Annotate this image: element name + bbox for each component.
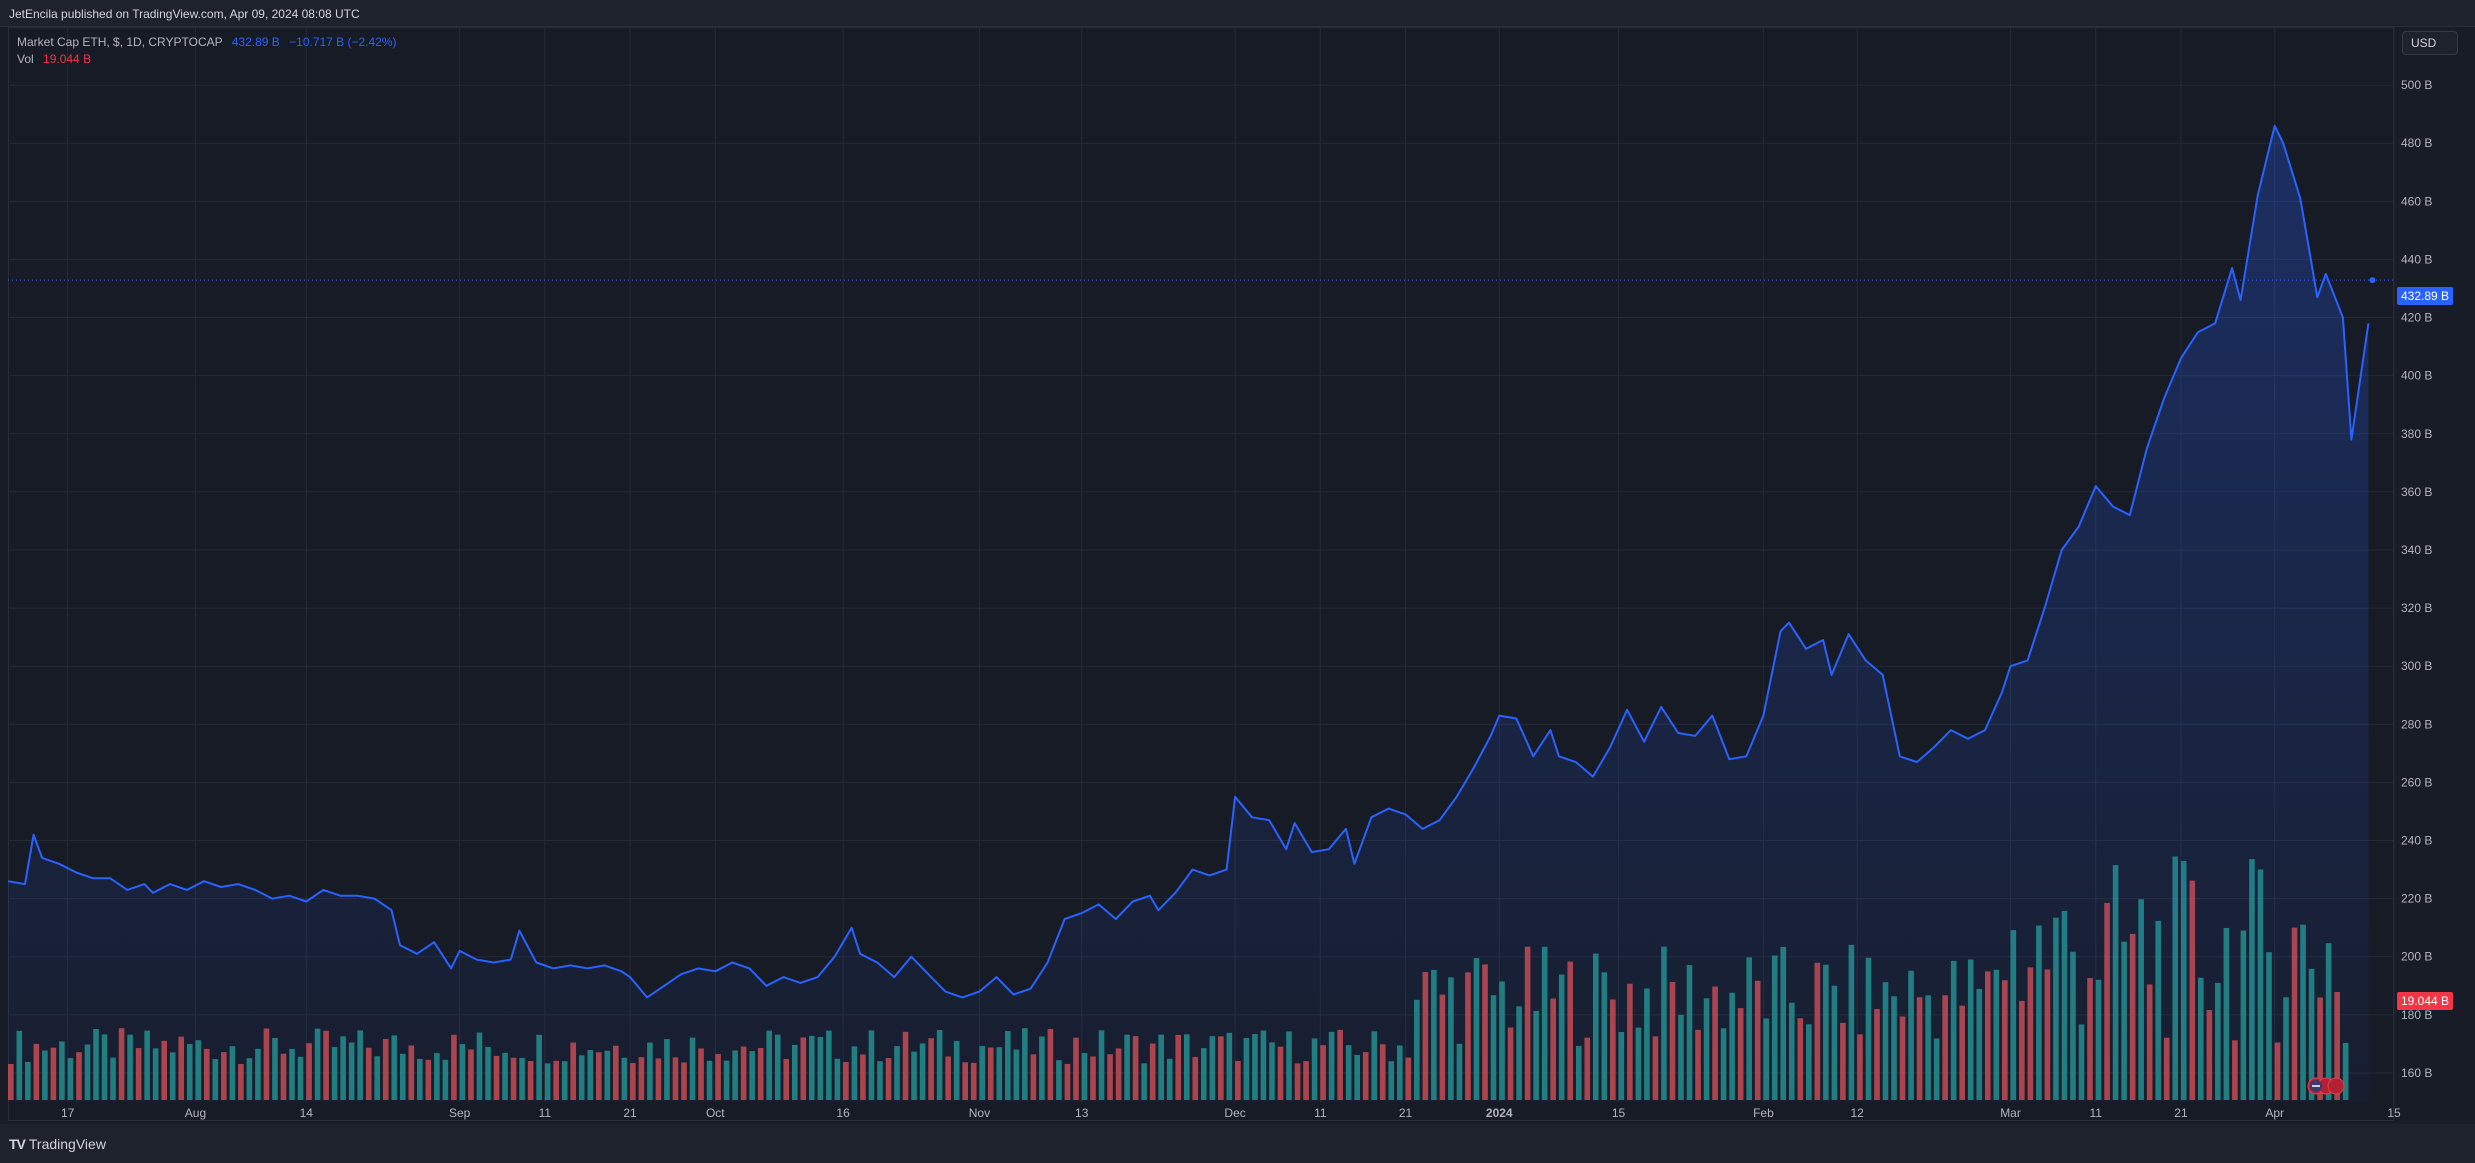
price-axis: 160 B 180 B 200 B 220 B 240 B 260 B 280 B 300 B…: [2401, 78, 2432, 1080]
time-axis-label: 12: [1850, 1106, 1864, 1120]
time-axis-label: 16: [836, 1106, 850, 1120]
events-icon[interactable]: [2307, 1077, 2345, 1095]
legend-title[interactable]: Market Cap ETH, $, 1D, CRYPTOCAP: [17, 35, 223, 49]
time-axis-label: 11: [539, 1106, 552, 1120]
time-axis-label: Apr: [2265, 1106, 2284, 1120]
time-axis-label: 21: [2174, 1106, 2188, 1120]
time-axis-label: 11: [2090, 1106, 2103, 1120]
price-axis-label: 240 B: [2401, 834, 2432, 848]
time-axis-label: Mar: [2000, 1106, 2021, 1120]
price-axis-label: 500 B: [2401, 78, 2432, 92]
price-line: [7, 124, 2370, 999]
time-axis-label: 21: [1399, 1106, 1413, 1120]
time-axis-label: 11: [1314, 1106, 1327, 1120]
time-axis-label: 15: [1612, 1106, 1626, 1120]
time-axis-label: 15: [2387, 1106, 2401, 1120]
publish-info: JetEncila published on TradingView.com, …: [9, 7, 360, 21]
price-axis-label: 160 B: [2401, 1066, 2432, 1080]
time-axis-label: 13: [1075, 1106, 1089, 1120]
legend-price: 432.89 B: [231, 35, 280, 49]
time-axis-label: 14: [300, 1106, 314, 1120]
brand-name: TradingView: [28, 1136, 106, 1152]
time-axis-label: Nov: [969, 1106, 990, 1120]
time-axis-label: Oct: [706, 1106, 725, 1120]
top-bar: JetEncila published on TradingView.com, …: [0, 0, 2475, 27]
price-axis-label: 480 B: [2401, 136, 2432, 150]
last-price-dot: [2369, 277, 2376, 284]
legend-volume-value: 19.044 B: [43, 52, 92, 66]
price-area: [8, 125, 2369, 1103]
legend: Market Cap ETH, $, 1D, CRYPTOCAP 432.89 …: [17, 34, 397, 68]
price-axis-label: 320 B: [2401, 601, 2432, 615]
price-axis-label: 300 B: [2401, 659, 2432, 673]
tradingview-logo-icon: TV: [9, 1136, 26, 1152]
time-axis-label: Dec: [1224, 1106, 1245, 1120]
time-axis-label: 21: [623, 1106, 637, 1120]
legend-volume-title[interactable]: Vol: [17, 52, 34, 66]
legend-change: −10.717 B (−2.42%): [289, 35, 397, 49]
price-axis-label: 180 B: [2401, 1008, 2432, 1022]
volume-tag: 19.044 B: [2397, 992, 2454, 1010]
time-axis-label: Feb: [1753, 1106, 1774, 1120]
price-axis-label: 460 B: [2401, 194, 2432, 208]
price-axis-label: 260 B: [2401, 775, 2432, 789]
time-axis: 17 Aug 14 Sep 11 21 Oct 16 Nov 13 Dec 11 21 2024 15 Feb…: [61, 1106, 2401, 1120]
time-axis-label: Aug: [185, 1106, 206, 1120]
price-axis-label: 440 B: [2401, 252, 2432, 266]
time-axis-label: 2024: [1486, 1106, 1513, 1120]
price-axis-label: 420 B: [2401, 311, 2432, 325]
price-axis-label: 220 B: [2401, 892, 2432, 906]
currency-selector[interactable]: USD: [2402, 31, 2458, 55]
time-axis-label: 17: [61, 1106, 75, 1120]
price-axis-label: 400 B: [2401, 369, 2432, 383]
bottom-bar: TV TradingView: [0, 1124, 2475, 1163]
price-axis-label: 360 B: [2401, 485, 2432, 499]
price-axis-label: 380 B: [2401, 427, 2432, 441]
time-axis-label: Sep: [449, 1106, 471, 1120]
tradingview-logo[interactable]: TV TradingView: [9, 1136, 106, 1152]
price-axis-label: 200 B: [2401, 950, 2432, 964]
price-axis-label: 280 B: [2401, 717, 2432, 731]
price-axis-label: 340 B: [2401, 543, 2432, 557]
last-price-tag: 432.89 B: [2397, 287, 2454, 305]
